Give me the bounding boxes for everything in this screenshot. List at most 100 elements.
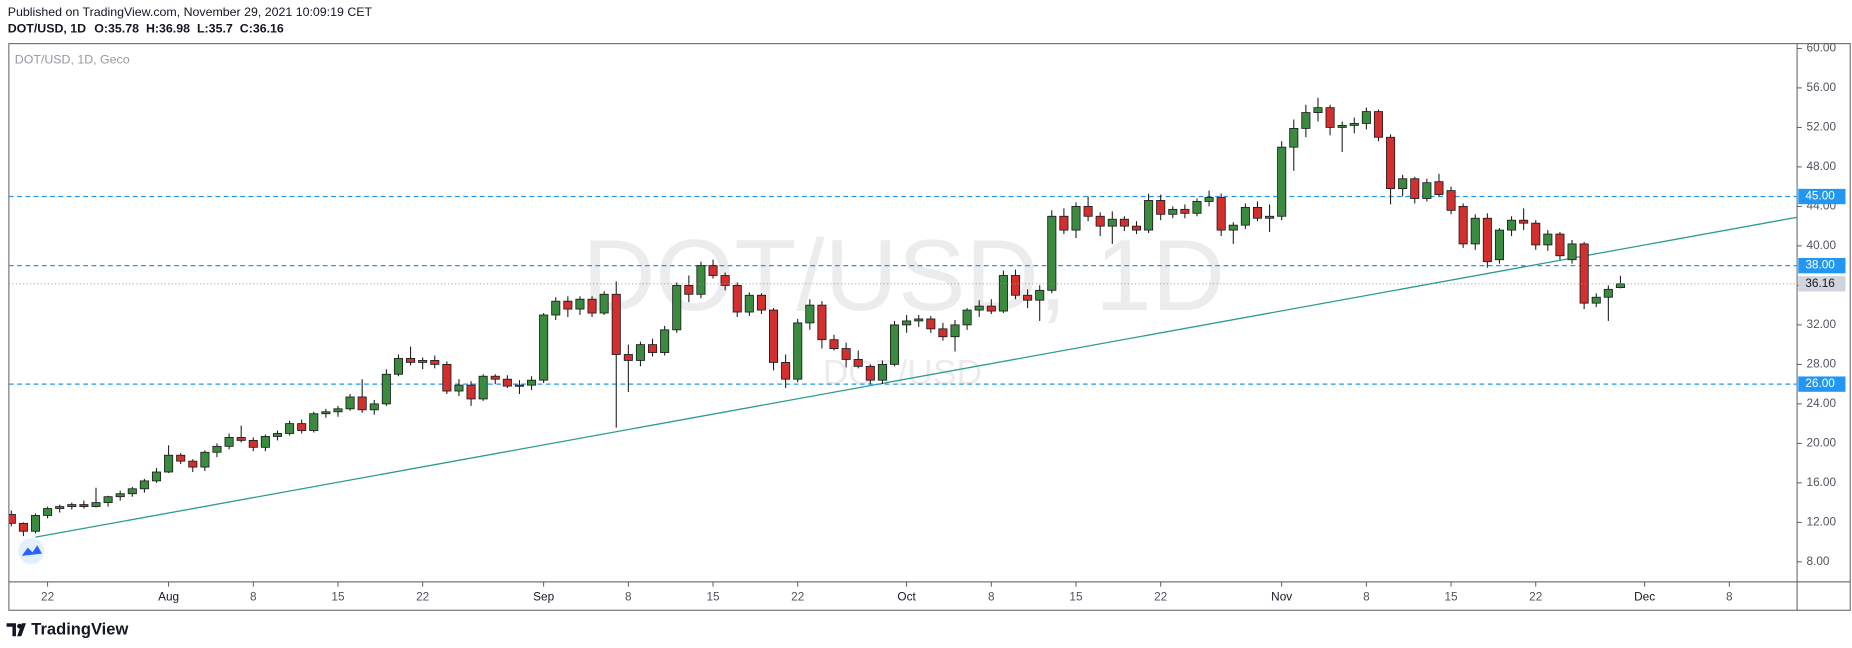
y-tick-label: 20.00 bbox=[1807, 435, 1837, 449]
candle-body bbox=[1615, 283, 1625, 288]
candle-body bbox=[1373, 111, 1383, 138]
x-tick-label: 8 bbox=[1726, 589, 1733, 603]
candle-body bbox=[91, 502, 101, 507]
candle-body bbox=[406, 358, 416, 363]
candle-body bbox=[1010, 275, 1021, 296]
candle-body bbox=[418, 360, 428, 363]
candle-body bbox=[1507, 219, 1517, 231]
candle-body bbox=[55, 506, 65, 509]
ohlc-key: O: bbox=[94, 22, 108, 36]
x-tick-label: Nov bbox=[1271, 589, 1292, 603]
candle-body bbox=[805, 304, 815, 324]
candle-body bbox=[1240, 206, 1250, 226]
brand: TradingView bbox=[31, 620, 128, 639]
candle-body bbox=[841, 348, 851, 360]
candle-body bbox=[1482, 217, 1492, 263]
candle-body bbox=[1144, 200, 1154, 231]
candle-body bbox=[1519, 219, 1529, 224]
candle-body bbox=[200, 451, 210, 468]
y-tick-label: 56.00 bbox=[1807, 80, 1837, 94]
candle-body bbox=[1252, 206, 1263, 219]
candle-body bbox=[684, 284, 694, 295]
watermark: DOT/USD, 1D bbox=[582, 218, 1225, 332]
candle-body bbox=[950, 324, 960, 338]
candle-body bbox=[877, 363, 887, 381]
candle-body bbox=[1289, 127, 1299, 148]
candle-body bbox=[1265, 215, 1275, 219]
candle-body bbox=[188, 460, 198, 468]
candle-body bbox=[8, 514, 16, 524]
x-tick-label: 8 bbox=[625, 589, 632, 603]
x-tick-label: 8 bbox=[250, 589, 257, 603]
x-tick-label: Sep bbox=[533, 589, 554, 603]
x-tick-label: Aug bbox=[158, 589, 179, 603]
candle-body bbox=[938, 328, 948, 338]
candle-body bbox=[1168, 208, 1178, 215]
candle-body bbox=[1591, 296, 1601, 304]
candle-body bbox=[1567, 243, 1577, 261]
candle-body bbox=[248, 439, 258, 448]
y-tick-label: 12.00 bbox=[1807, 514, 1837, 528]
candle-body bbox=[1361, 111, 1371, 124]
candle-body bbox=[478, 375, 488, 400]
candle-body bbox=[502, 378, 512, 387]
x-tick-label: Dec bbox=[1634, 589, 1655, 603]
candle-body bbox=[563, 300, 573, 310]
ohlc-value: 36.98 bbox=[159, 22, 190, 36]
candle-body bbox=[466, 384, 476, 400]
x-tick-label: 15 bbox=[706, 589, 720, 603]
candle-body bbox=[43, 508, 53, 516]
candle-body bbox=[672, 284, 682, 331]
ohlc-key: L: bbox=[197, 22, 209, 36]
candle-body bbox=[1107, 218, 1117, 227]
x-tick-label: 15 bbox=[1069, 589, 1083, 603]
x-tick-label: 22 bbox=[791, 589, 804, 603]
candle-body bbox=[1434, 181, 1444, 195]
y-tick-label: 8.00 bbox=[1807, 554, 1830, 568]
candle-body bbox=[1047, 215, 1057, 291]
candle-body bbox=[914, 318, 924, 322]
x-tick-label: 22 bbox=[1529, 589, 1542, 603]
candle-body bbox=[720, 275, 730, 286]
y-tick-label: 16.00 bbox=[1807, 475, 1837, 489]
last-price-box bbox=[1798, 276, 1846, 292]
ohlc-key: H: bbox=[146, 22, 159, 36]
candle-body bbox=[1579, 243, 1589, 304]
footer-logo bbox=[6, 623, 27, 637]
candle-body bbox=[793, 322, 803, 380]
candle-body bbox=[454, 384, 464, 392]
candle-body bbox=[260, 436, 270, 448]
candle-body bbox=[357, 396, 367, 411]
level-label: 26.00 bbox=[1805, 376, 1835, 390]
candle-body bbox=[139, 480, 149, 490]
candle-body bbox=[30, 515, 41, 532]
candle-body bbox=[1059, 215, 1069, 231]
candle-body bbox=[1228, 224, 1238, 231]
candle-body bbox=[1131, 225, 1142, 231]
y-tick-label: 24.00 bbox=[1807, 396, 1837, 410]
candle-body bbox=[381, 373, 391, 405]
x-tick-label: 22 bbox=[416, 589, 429, 603]
candle-body bbox=[539, 314, 549, 381]
x-tick-label: 15 bbox=[1444, 589, 1458, 603]
candle-body bbox=[272, 433, 283, 437]
candle-body bbox=[442, 363, 452, 392]
candle-body bbox=[1313, 107, 1323, 114]
published-note: Published on TradingView.com, November 2… bbox=[8, 5, 373, 19]
x-tick-label: 8 bbox=[988, 589, 995, 603]
ohlc-value: 35.78 bbox=[108, 22, 139, 36]
level-label-box bbox=[1798, 188, 1846, 205]
candle-body bbox=[744, 294, 754, 313]
candle-body bbox=[696, 265, 706, 295]
y-tick-label: 32.00 bbox=[1807, 317, 1837, 331]
y-tick-label: 48.00 bbox=[1807, 159, 1837, 173]
ohlc-key: C: bbox=[240, 22, 253, 36]
level-label-box bbox=[1798, 376, 1846, 392]
candle-body bbox=[345, 396, 355, 410]
candle-body bbox=[127, 488, 137, 495]
level-label: 45.00 bbox=[1805, 189, 1835, 203]
candle-body bbox=[212, 445, 222, 453]
candle-body bbox=[285, 423, 295, 434]
